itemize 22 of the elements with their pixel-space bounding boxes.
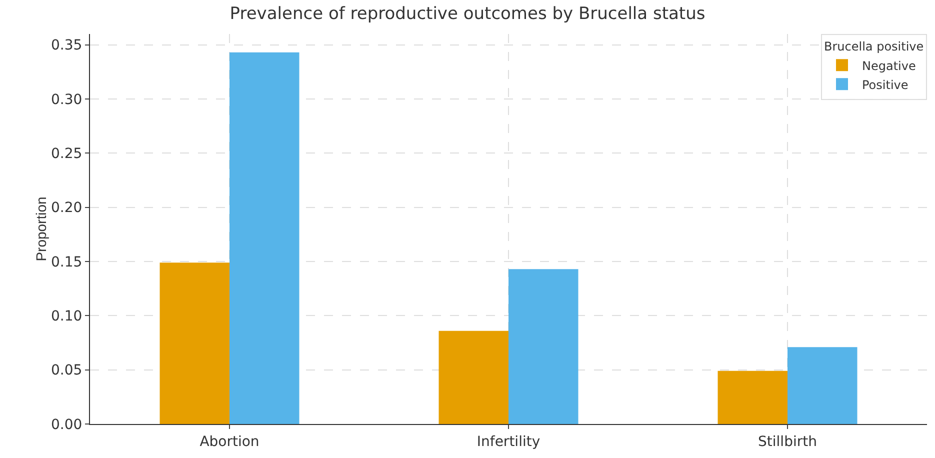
bar bbox=[230, 52, 300, 424]
bar bbox=[788, 347, 858, 424]
y-tick-label: 0.20 bbox=[51, 200, 82, 216]
y-tick-label: 0.15 bbox=[51, 254, 82, 270]
y-axis-title: Proportion bbox=[33, 196, 50, 262]
y-tick-label: 0.35 bbox=[51, 38, 82, 54]
bar bbox=[438, 330, 508, 424]
chart-title: Prevalence of reproductive outcomes by Brucella status bbox=[230, 4, 706, 24]
y-tick-label: 0.05 bbox=[51, 362, 82, 379]
bar bbox=[718, 370, 788, 424]
y-tick-label: 0.00 bbox=[51, 416, 82, 433]
x-tick-label: Stillbirth bbox=[758, 434, 817, 450]
legend-title: Brucella positive bbox=[824, 40, 924, 54]
y-tick-label: 0.25 bbox=[51, 146, 82, 162]
legend-label: Negative bbox=[862, 58, 916, 73]
x-tick-label: Abortion bbox=[200, 434, 260, 450]
y-tick-label: 0.10 bbox=[51, 308, 82, 325]
bar bbox=[508, 269, 578, 424]
legend-label: Positive bbox=[862, 78, 908, 92]
bar bbox=[160, 262, 230, 424]
x-tick-label: Infertility bbox=[476, 434, 540, 450]
y-tick-label: 0.30 bbox=[51, 92, 82, 108]
